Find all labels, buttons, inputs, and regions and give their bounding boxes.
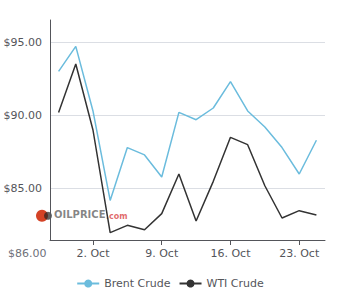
svg-text:$90.00: $90.00 [4,109,43,122]
svg-text:OILPRICE: OILPRICE [54,209,106,220]
svg-text:WTI Crude: WTI Crude [207,277,264,290]
svg-text:.com: .com [106,212,128,221]
svg-text:$95.00: $95.00 [4,36,43,49]
svg-text:Brent Crude: Brent Crude [104,277,171,290]
svg-text:2. Oct: 2. Oct [76,247,110,260]
svg-text:23. Oct: 23. Oct [279,247,320,260]
svg-text:$85.00: $85.00 [4,182,43,195]
svg-text:16. Oct: 16. Oct [210,247,251,260]
svg-text:$86.00: $86.00 [8,247,47,260]
svg-text:9. Oct: 9. Oct [145,247,179,260]
